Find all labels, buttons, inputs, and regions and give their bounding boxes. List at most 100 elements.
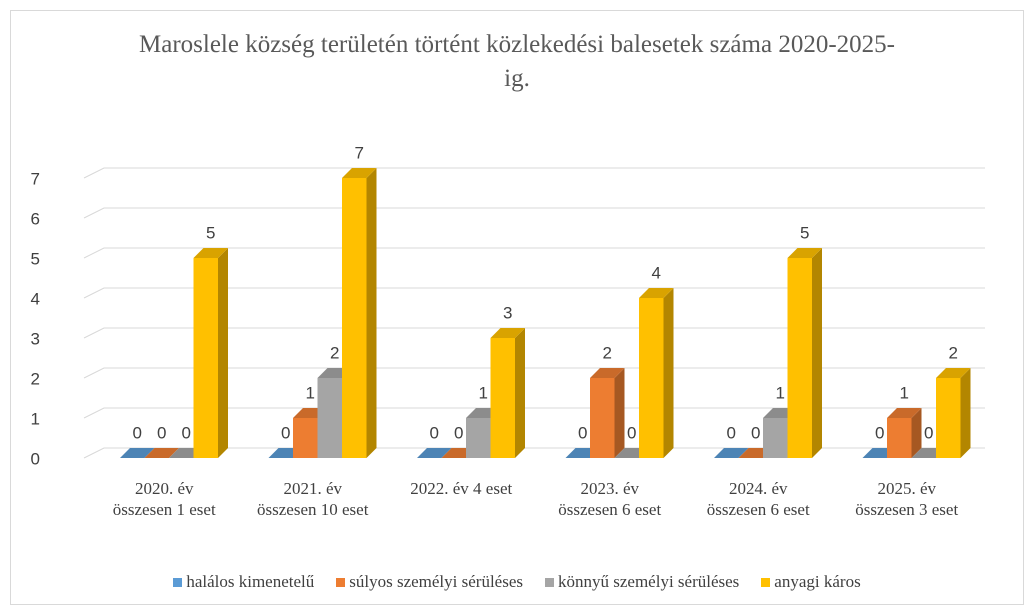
legend-swatch <box>761 578 771 587</box>
bar-side <box>960 368 971 458</box>
grid-line <box>83 327 985 339</box>
bar-top <box>714 448 749 458</box>
data-label: 1 <box>479 383 488 402</box>
data-label: 0 <box>430 423 439 442</box>
bar <box>144 448 179 458</box>
grid-line <box>83 167 985 179</box>
bar <box>120 448 155 458</box>
bar-front <box>936 378 961 458</box>
legend-item: súlyos személyi sérüléses <box>336 572 523 592</box>
bar-top <box>144 448 179 458</box>
chart-border <box>10 10 1024 605</box>
legend: halálos kimenetelű súlyos személyi sérülé… <box>0 572 1034 592</box>
data-label: 0 <box>182 423 191 442</box>
bar-side <box>614 368 625 458</box>
bar-side <box>911 408 922 458</box>
y-tick-label: 2 <box>31 369 40 388</box>
bar-top <box>787 248 822 258</box>
bar <box>639 288 674 458</box>
data-label: 0 <box>751 423 760 442</box>
bar-front <box>466 418 491 458</box>
bar-side <box>366 168 377 458</box>
y-tick-label: 5 <box>31 249 40 268</box>
data-label: 0 <box>875 423 884 442</box>
bar-top <box>936 368 971 378</box>
bar-top <box>887 408 922 418</box>
legend-swatch <box>173 578 183 587</box>
legend-label: súlyos személyi sérüléses <box>349 572 523 591</box>
bar-side <box>663 288 674 458</box>
data-label: 0 <box>578 423 587 442</box>
bar-side <box>218 248 228 458</box>
bar <box>193 248 228 458</box>
bar-side <box>812 248 822 458</box>
grid-line <box>83 407 985 419</box>
bar-front <box>887 418 912 458</box>
bar-top <box>490 328 525 338</box>
legend-item: anyagi káros <box>761 572 861 592</box>
bar-top <box>342 168 377 178</box>
bar <box>342 168 377 458</box>
bar-front <box>193 258 218 458</box>
legend-label: halálos kimenetelű <box>186 572 315 591</box>
chart-title: Maroslele község területén történt közle… <box>139 31 895 92</box>
bar <box>417 448 452 458</box>
bar-top <box>590 368 625 378</box>
x-tick-label: 2020. év összesen 1 eset <box>112 479 216 519</box>
data-label: 1 <box>900 383 909 402</box>
x-tick-label: 2024. év összesen 6 eset <box>706 479 810 519</box>
data-label: 2 <box>949 343 958 362</box>
data-label: 2 <box>330 343 339 362</box>
bar-top <box>417 448 452 458</box>
bar <box>936 368 971 458</box>
grid-line <box>83 367 985 379</box>
bar <box>590 368 625 458</box>
grid-line <box>83 207 985 219</box>
bar-front <box>293 418 318 458</box>
bar <box>714 448 749 458</box>
bar-front <box>342 178 367 458</box>
legend-item: halálos kimenetelű <box>173 572 314 592</box>
bar-side <box>515 328 525 458</box>
y-tick-label: 1 <box>31 409 40 428</box>
data-label: 0 <box>924 423 933 442</box>
data-label: 0 <box>157 423 166 442</box>
grid-line <box>83 247 985 259</box>
bar-front <box>490 338 515 458</box>
data-label: 7 <box>355 143 364 162</box>
grid-line <box>83 287 985 299</box>
x-tick-label: 2022. év 4 eset <box>410 479 513 498</box>
bar-front <box>763 418 788 458</box>
data-label: 2 <box>603 343 612 362</box>
data-label: 0 <box>281 423 290 442</box>
x-tick-label: 2023. év összesen 6 eset <box>558 479 662 519</box>
bar-top <box>193 248 228 258</box>
bar-front <box>317 378 342 458</box>
bar <box>787 248 822 458</box>
x-tick-label: 2025. év összesen 3 eset <box>855 479 959 519</box>
y-tick-label: 7 <box>31 169 40 188</box>
data-label: 0 <box>727 423 736 442</box>
bar-front <box>787 258 812 458</box>
bar-front <box>590 378 615 458</box>
bar-top <box>639 288 674 298</box>
y-tick-label: 3 <box>31 329 40 348</box>
bar-top <box>120 448 155 458</box>
data-label: 3 <box>503 303 512 322</box>
bar-front <box>639 298 664 458</box>
y-tick-label: 4 <box>31 289 40 308</box>
legend-swatch <box>545 578 554 587</box>
data-label: 1 <box>776 383 785 402</box>
data-label: 4 <box>652 263 661 282</box>
data-label: 1 <box>306 383 315 402</box>
data-label: 0 <box>133 423 142 442</box>
data-label: 5 <box>800 223 809 242</box>
grid-line <box>83 447 985 459</box>
data-label: 0 <box>627 423 636 442</box>
bar <box>887 408 922 458</box>
x-tick-label: 2021. év összesen 10 eset <box>257 479 369 519</box>
bar <box>490 328 525 458</box>
legend-label: anyagi káros <box>774 572 861 591</box>
